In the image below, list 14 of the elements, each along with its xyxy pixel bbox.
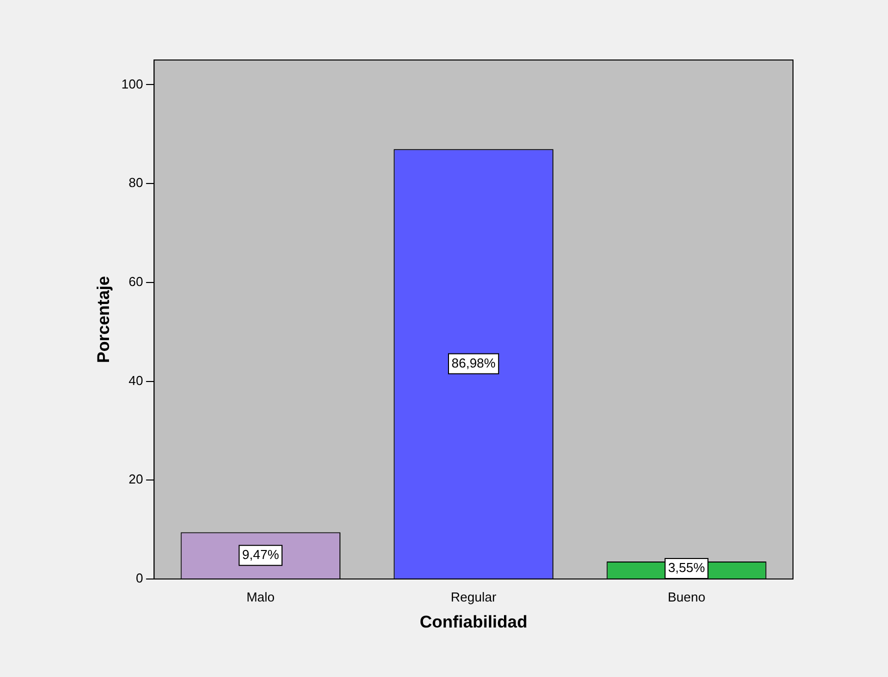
y-tick-label: 40: [128, 372, 144, 388]
y-tick-label: 80: [128, 175, 144, 190]
y-axis-title: Porcentaje: [94, 276, 113, 363]
x-tick-label: Bueno: [668, 589, 706, 604]
y-tick-label: 0: [136, 570, 144, 586]
x-tick-label: Regular: [450, 589, 497, 604]
x-axis-title: Confiabilidad: [420, 612, 528, 632]
y-tick-label: 100: [121, 76, 144, 92]
y-tick-label: 20: [128, 472, 144, 487]
data-label: 3,55%: [668, 560, 706, 576]
data-label: 86,98%: [452, 355, 496, 370]
data-label: 9,47%: [242, 546, 280, 562]
y-tick-label: 60: [128, 274, 144, 290]
x-tick-label: Malo: [246, 589, 275, 604]
